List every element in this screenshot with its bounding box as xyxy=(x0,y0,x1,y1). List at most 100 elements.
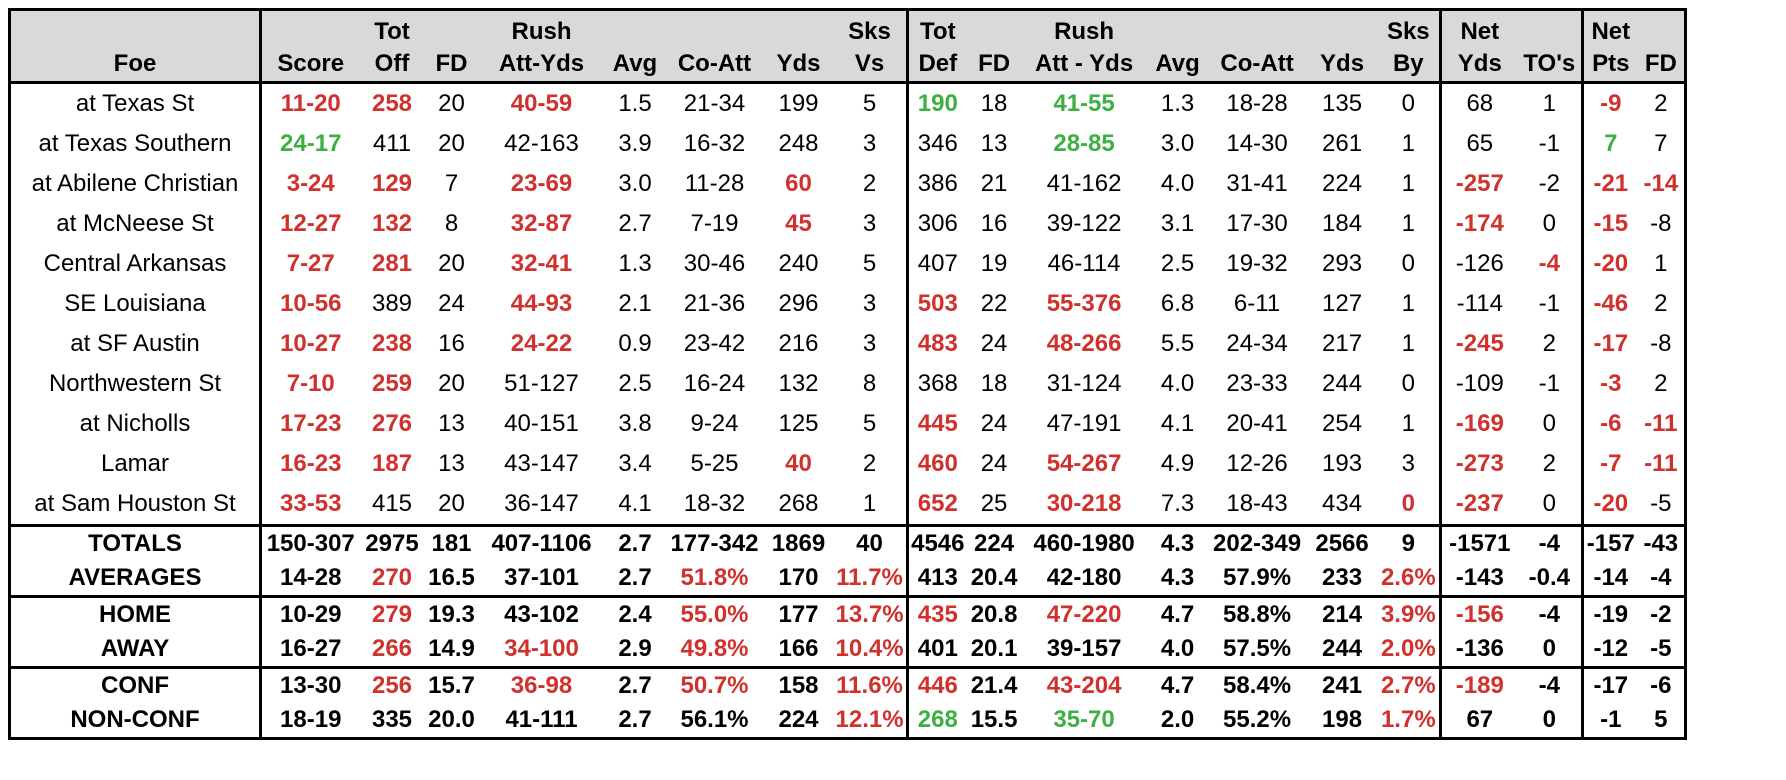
summary-cell: 4.7 xyxy=(1147,595,1209,632)
stat-cell: 3.0 xyxy=(1160,130,1195,157)
stat-cell: 1.3 xyxy=(618,250,652,277)
summary-cell: 18-19 xyxy=(280,706,342,733)
summary-cell: 2.0 xyxy=(1160,706,1195,733)
stat-cell: 2.5 xyxy=(618,370,652,397)
stat-cell: 1.5 xyxy=(618,90,652,117)
summary-cell: 241 xyxy=(1306,666,1379,703)
summary-cell: 2975 xyxy=(359,524,425,561)
header-cell xyxy=(1638,9,1686,46)
stat-cell: 16 xyxy=(438,330,465,357)
header-cell: Avg xyxy=(604,46,666,84)
stat-cell: 30-46 xyxy=(683,250,746,277)
summary-cell: 67 xyxy=(1466,706,1494,733)
stat-cell: -20 xyxy=(1593,250,1629,277)
stat-cell: 276 xyxy=(371,410,413,437)
summary-cell: 9 xyxy=(1378,524,1442,561)
table-row: at Abilene Christian 3-24 129 7 23-69 3.0 11-2… xyxy=(9,164,1686,204)
header-cell: Net xyxy=(1440,9,1519,46)
stat-cell: -2 xyxy=(1518,164,1584,204)
header-cell: Vs xyxy=(833,46,909,84)
summary-cell: 57.5% xyxy=(1223,635,1292,662)
summary-row: AVERAGES 14-28 270 16.5 37-101 2.7 51.8% 170 11.… xyxy=(9,561,1686,597)
stat-cell: 3-24 xyxy=(286,170,335,197)
summary-cell: 407-1106 xyxy=(478,524,605,561)
header-cell xyxy=(1208,9,1307,46)
stat-cell: 32-87 xyxy=(510,210,573,237)
summary-cell: 4.7 xyxy=(1147,666,1209,703)
stat-cell: 2 xyxy=(1654,290,1668,317)
header-cell xyxy=(665,9,764,46)
stat-cell: 54-267 xyxy=(1046,450,1122,477)
stat-cell: 407 xyxy=(917,250,958,277)
table-row: at McNeese St 12-27 132 8 32-87 2.7 7-19 45 3 306… xyxy=(9,204,1686,244)
stat-cell: 18-28 xyxy=(1226,90,1288,117)
stat-cell: 296 xyxy=(778,290,819,317)
stat-cell: 3.0 xyxy=(618,170,652,197)
summary-cell: 2.4 xyxy=(604,595,666,632)
summary-cell: 3.9% xyxy=(1378,595,1442,632)
summary-cell: -157 xyxy=(1582,524,1639,561)
stat-cell: 1 xyxy=(1378,324,1442,364)
header-cell: Yds xyxy=(763,46,834,84)
stat-cell: 55-376 xyxy=(1046,290,1122,317)
opponent-cell: at McNeese St xyxy=(9,204,262,244)
opponent-cell: Lamar xyxy=(9,444,262,484)
summary-cell: 14-28 xyxy=(280,564,342,591)
header-cell: Sks xyxy=(833,9,909,46)
header-cell: Att - Yds xyxy=(1021,46,1148,84)
stat-cell: 41-162 xyxy=(1046,170,1122,197)
stat-cell: 41-55 xyxy=(1053,90,1115,117)
header-cell: Off xyxy=(359,46,425,84)
stat-cell: -1 xyxy=(1518,124,1584,164)
stat-cell: 20-41 xyxy=(1226,410,1288,437)
header-row-top: Tot Rush Sks Tot Rush Sks Net Net xyxy=(9,9,1686,46)
summary-cell: 56.1% xyxy=(680,706,749,733)
summary-cell: 0 xyxy=(1518,632,1584,668)
summary-cell: -14 xyxy=(1593,564,1629,591)
stat-cell: 6.8 xyxy=(1160,290,1195,317)
stat-cell: 40-59 xyxy=(510,90,573,117)
summary-cell: 446 xyxy=(907,666,968,703)
stat-cell: 12-26 xyxy=(1226,450,1288,477)
stat-cell: 28-85 xyxy=(1053,130,1115,157)
header-cell: Co-Att xyxy=(1208,46,1307,84)
stat-cell: 293 xyxy=(1322,250,1363,277)
stat-cell: 16-23 xyxy=(280,450,342,477)
summary-cell: 2.7 xyxy=(604,524,666,561)
stat-cell: 3 xyxy=(833,124,909,164)
summary-cell: 43-102 xyxy=(478,595,605,632)
stat-cell: 460 xyxy=(917,450,958,477)
stat-cell: 60 xyxy=(785,170,812,197)
stat-cell: 3 xyxy=(833,204,909,244)
stat-cell: 65 xyxy=(1466,130,1494,157)
stat-cell: 19 xyxy=(980,250,1008,277)
summary-cell: 214 xyxy=(1306,595,1379,632)
stat-cell: -46 xyxy=(1593,290,1629,317)
stat-cell: 4.1 xyxy=(1160,410,1195,437)
summary-rows: TOTALS 150-307 2975 181 407-1106 2.7 177-342 18… xyxy=(9,524,1686,739)
summary-label: HOME xyxy=(9,595,262,632)
stat-cell: 0.9 xyxy=(618,330,652,357)
header-cell: Rush xyxy=(478,9,605,46)
stat-cell: 2 xyxy=(1654,90,1668,117)
stat-cell: 132 xyxy=(778,370,819,397)
summary-cell: 13-30 xyxy=(260,666,360,703)
stat-cell: -6 xyxy=(1600,410,1622,437)
stat-cell: 4.9 xyxy=(1160,450,1195,477)
stat-cell: 1 xyxy=(1518,82,1584,124)
summary-cell: -17 xyxy=(1582,666,1639,703)
header-cell xyxy=(424,9,479,46)
summary-cell: 58.8% xyxy=(1208,595,1307,632)
stat-cell: 23-42 xyxy=(683,330,746,357)
header-cell: Yds xyxy=(1306,46,1379,84)
stat-cell: 248 xyxy=(778,130,819,157)
stat-cell: 5 xyxy=(833,82,909,124)
summary-cell: 266 xyxy=(371,635,413,662)
summary-cell: -6 xyxy=(1638,666,1686,703)
stat-cell: -245 xyxy=(1455,330,1504,357)
table-row: at SF Austin 10-27 238 16 24-22 0.9 23-42 216 3 4… xyxy=(9,324,1686,364)
summary-cell: 40 xyxy=(833,524,909,561)
summary-cell: -4 xyxy=(1650,564,1672,591)
stat-cell: -169 xyxy=(1455,410,1504,437)
stat-cell: 389 xyxy=(371,290,413,317)
